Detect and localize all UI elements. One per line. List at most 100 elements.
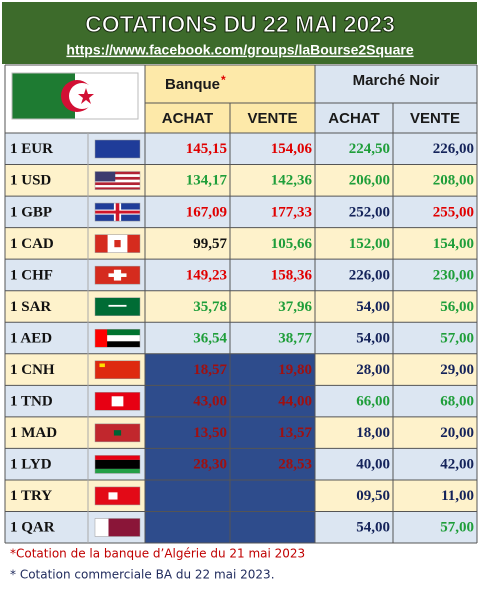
row: [5, 290, 477, 323]
currency-code: 1 SAR: [10, 299, 51, 315]
column-header: VENTE: [410, 110, 460, 127]
rate: 43,00: [193, 394, 227, 410]
flag: [95, 176, 140, 180]
rate: 252,00: [349, 204, 390, 220]
rate: 57,00: [440, 520, 474, 536]
currency-code: 1 AED: [10, 330, 52, 346]
rate: 18,57: [193, 362, 227, 378]
flag: [95, 455, 140, 460]
column-header: ACHAT: [328, 110, 379, 127]
flag-border: [94, 234, 141, 253]
flag: [95, 468, 140, 474]
flag-border: [94, 139, 141, 159]
rate: 54,00: [356, 330, 390, 346]
rate: 44,00: [278, 394, 312, 410]
rate: 226,00: [433, 141, 474, 157]
flag: [95, 341, 140, 348]
rate: 149,23: [186, 267, 227, 283]
rate: 56,00: [440, 299, 474, 315]
flag: [95, 329, 108, 348]
rate: 105,66: [271, 236, 313, 252]
rate: 38,77: [278, 330, 312, 346]
flag: [95, 171, 116, 182]
group-header: Marché Noir: [353, 72, 440, 89]
row: [5, 227, 477, 260]
rate: 28,53: [278, 457, 312, 473]
flag-border: [94, 297, 141, 316]
rate: 230,00: [433, 267, 474, 283]
flag-border: [11, 72, 139, 120]
rate: 145,15: [186, 141, 227, 157]
rate: 37,96: [278, 299, 312, 315]
rate: 154,00: [433, 236, 474, 252]
flag: [95, 329, 140, 336]
currency-code: 1 EUR: [10, 141, 53, 157]
rate: 158,36: [271, 267, 313, 283]
rate: 66,00: [356, 394, 390, 410]
flag: [95, 210, 140, 214]
flag-border: [94, 486, 141, 506]
flag-border: [94, 265, 141, 285]
flag-border: [94, 423, 141, 443]
flag: [95, 297, 140, 316]
currency-code: 1 CAD: [10, 236, 54, 252]
rate: 152,00: [349, 236, 390, 252]
rate: 255,00: [433, 204, 474, 220]
flag-border: [94, 455, 141, 474]
currency-code: 1 TND: [10, 394, 53, 410]
flag: [108, 273, 127, 277]
flag: [95, 187, 140, 190]
currency-code: 1 MAD: [10, 425, 57, 441]
rate: 40,00: [356, 457, 390, 473]
column-header: VENTE: [247, 110, 297, 127]
group-marker: *: [221, 73, 226, 87]
flag-border: [94, 202, 141, 222]
rate: 142,36: [271, 173, 313, 189]
rate: 20,00: [440, 425, 474, 441]
flag: [95, 360, 140, 379]
rate: 11,00: [441, 488, 474, 504]
rate: 206,00: [349, 173, 390, 189]
currency-code: 1 GBP: [10, 204, 52, 220]
rate: 99,57: [193, 236, 227, 252]
flag: [95, 459, 140, 469]
row: [5, 133, 477, 165]
rate: 35,78: [193, 299, 227, 315]
row: [5, 164, 477, 197]
flag: [95, 182, 140, 186]
footnote: *Cotation de la banque d’Algérie du 21 m…: [10, 547, 305, 561]
flag: [95, 140, 140, 158]
rate: 09,50: [356, 488, 390, 504]
currency-code: 1 TRY: [10, 488, 52, 504]
currency-code: 1 CNH: [10, 362, 55, 378]
row: [5, 196, 477, 228]
rate: 13,57: [278, 425, 312, 441]
header-cell: [315, 65, 477, 133]
flag-border: [94, 360, 141, 380]
currency-code: 1 LYD: [10, 457, 52, 473]
flag: [111, 396, 124, 407]
currency-code: 1 QAR: [10, 520, 55, 536]
flag: [108, 492, 118, 500]
flag: [114, 240, 121, 248]
rate: 19,80: [278, 362, 312, 378]
row: [5, 322, 477, 354]
rate: 134,17: [186, 173, 228, 189]
url[interactable]: https://www.facebook.com/groups/laBourse…: [66, 42, 413, 58]
flag: [99, 363, 105, 368]
rate: 28,00: [356, 362, 390, 378]
rate: 57,00: [440, 330, 474, 346]
flag-border: [94, 328, 141, 348]
rate: 29,00: [440, 362, 474, 378]
flag: [78, 88, 94, 104]
column-header: ACHAT: [162, 110, 213, 127]
rate: 28,30: [193, 457, 227, 473]
currency-code: 1 CHF: [10, 267, 53, 283]
footnote: * Cotation commerciale BA du 22 mai 2023…: [10, 568, 275, 582]
flag: [113, 430, 122, 436]
currency-code: 1 USD: [10, 173, 51, 189]
group-header: Banque: [165, 76, 220, 93]
table: Banque * Marché Noir ACHAT VENTE ACHAT VENTE 1 …: [4, 64, 478, 544]
rate: 68,00: [440, 394, 474, 410]
